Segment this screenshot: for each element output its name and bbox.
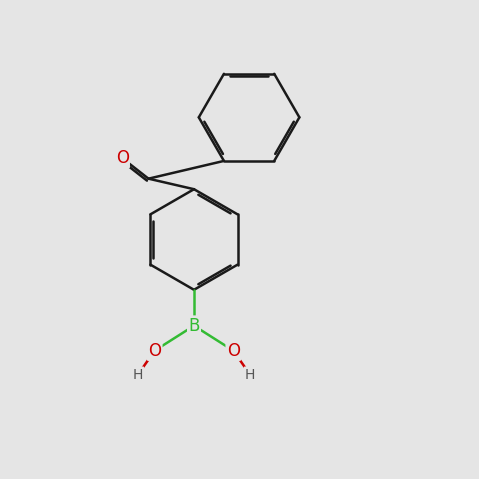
Text: B: B	[188, 317, 200, 335]
Text: O: O	[115, 149, 129, 167]
Text: H: H	[133, 367, 143, 382]
Text: O: O	[148, 342, 161, 360]
Text: H: H	[245, 367, 255, 382]
Text: O: O	[227, 342, 240, 360]
